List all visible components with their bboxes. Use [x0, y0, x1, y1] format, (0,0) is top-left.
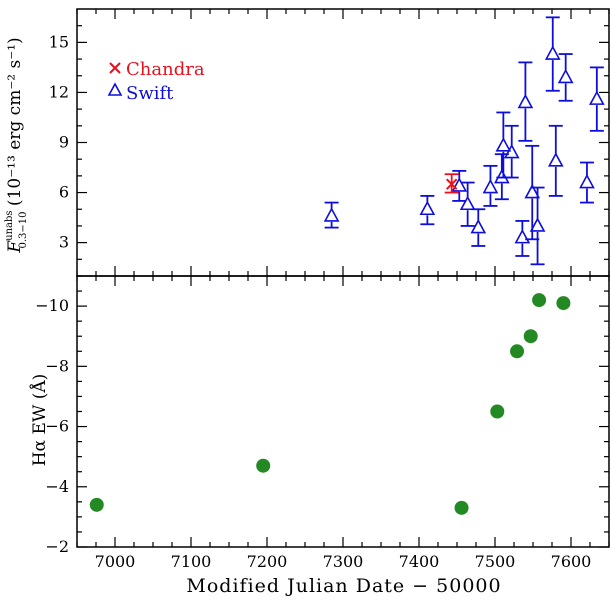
bottom-y-tick-label: −2	[45, 537, 69, 556]
top-y-tick-label: 9	[59, 133, 69, 152]
legend: Chandra Swift	[107, 59, 205, 104]
top-y-tick-label: 6	[59, 183, 69, 202]
top-y-axis-label: Funabs 0.3−10 (10⁻¹³ erg cm⁻² s⁻¹)	[4, 37, 29, 253]
chandra-point	[445, 178, 458, 190]
x-axis-label: Modified Julian Date − 50000	[186, 575, 501, 597]
halpha-point	[490, 404, 505, 419]
top-ylabel-main: F	[5, 240, 25, 254]
swift-point	[470, 218, 487, 234]
swift-point	[459, 195, 476, 211]
swift-point	[517, 93, 534, 109]
swift-point	[419, 200, 436, 216]
halpha-point	[454, 500, 469, 515]
bottom-y-tick-label: −10	[35, 296, 69, 315]
swift-point	[493, 168, 510, 184]
swift-point	[588, 90, 605, 105]
halpha-point	[532, 293, 547, 308]
top-y-tick-label: 12	[49, 82, 69, 101]
swift-point	[529, 217, 546, 232]
top-y-tick-label: 3	[59, 233, 69, 252]
bottom-y-axis-label: Hα EW (Å)	[29, 374, 50, 467]
x-tick-label: 7200	[247, 552, 288, 571]
x-tick-label: 7500	[475, 552, 516, 571]
swift-point	[482, 178, 499, 194]
top-ylabel-sup: unabs	[4, 210, 15, 240]
x-tick-label: 7600	[551, 552, 592, 571]
legend-chandra-label: Chandra	[126, 59, 205, 80]
top-plot-frame	[76, 8, 610, 277]
bottom-plot-frame	[76, 275, 610, 548]
legend-chandra-marker	[109, 62, 121, 74]
halpha-point	[523, 329, 538, 344]
swift-point	[451, 177, 468, 192]
swift-point	[547, 152, 564, 167]
bottom-y-tick-label: −8	[45, 356, 69, 375]
swift-point	[544, 45, 561, 60]
legend-swift-label: Swift	[126, 83, 174, 104]
halpha-point	[89, 497, 104, 512]
top-y-tick-label: 15	[49, 32, 69, 51]
swift-point	[323, 207, 340, 222]
halpha-point	[256, 458, 271, 473]
x-tick-label: 7000	[95, 552, 136, 571]
legend-swift-marker	[107, 82, 123, 96]
bottom-y-tick-label: −6	[45, 417, 69, 436]
swift-point	[579, 173, 595, 189]
bottom-y-tick-label: −4	[45, 477, 69, 496]
swift-point	[495, 137, 512, 152]
halpha-point	[556, 296, 571, 311]
top-ylabel-sub: 0.3−10	[18, 211, 29, 248]
top-ylabel-rest: (10⁻¹³ erg cm⁻² s⁻¹)	[5, 37, 25, 211]
swift-point	[557, 68, 574, 84]
x-tick-label: 7100	[171, 552, 212, 571]
top-panel: 3 6 9 12 15	[49, 8, 610, 277]
halpha-point	[510, 344, 525, 359]
x-tick-label: 7300	[323, 552, 364, 571]
swift-point	[514, 228, 531, 244]
swift-point	[503, 143, 520, 159]
x-tick-label: 7400	[399, 552, 440, 571]
swift-point	[524, 183, 541, 199]
bottom-panel: 7000 7100 7200 7300 7400 7500 7600 −2 −4 −6 −8 −10	[35, 275, 610, 571]
